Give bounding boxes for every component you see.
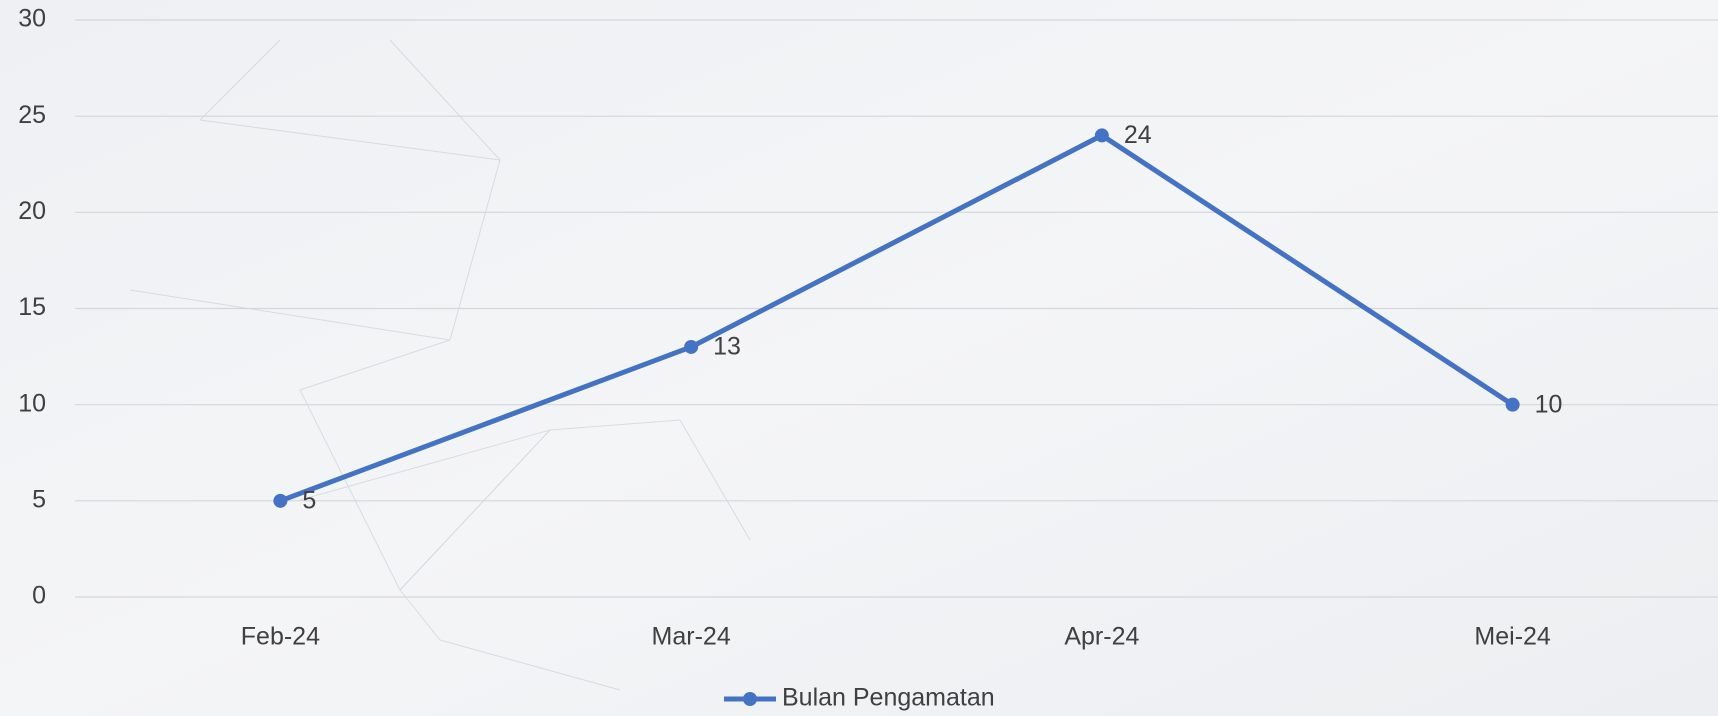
data-label: 5: [302, 486, 316, 514]
y-tick-label: 10: [18, 389, 46, 417]
x-tick-label: Apr-24: [1064, 623, 1139, 651]
legend-label: Bulan Pengamatan: [782, 684, 995, 712]
data-label: 13: [713, 333, 741, 361]
data-label: 10: [1535, 390, 1563, 418]
x-tick-label: Mei-24: [1474, 623, 1551, 651]
y-tick-label: 5: [32, 485, 46, 513]
decor-network: [129, 39, 751, 691]
data-point: [1094, 128, 1109, 143]
y-tick-label: 25: [18, 101, 46, 129]
x-tick-label: Mar-24: [652, 623, 731, 651]
legend-marker: [743, 692, 757, 706]
y-tick-label: 0: [32, 582, 46, 610]
x-tick-label: Feb-24: [241, 623, 320, 651]
data-point: [273, 493, 288, 508]
series-line: [279, 132, 1515, 504]
data-point: [684, 339, 699, 354]
y-tick-label: 30: [18, 5, 46, 33]
y-tick-label: 20: [18, 197, 46, 225]
data-point: [1505, 397, 1520, 412]
y-tick-label: 15: [18, 293, 46, 321]
data-label: 24: [1124, 121, 1152, 149]
